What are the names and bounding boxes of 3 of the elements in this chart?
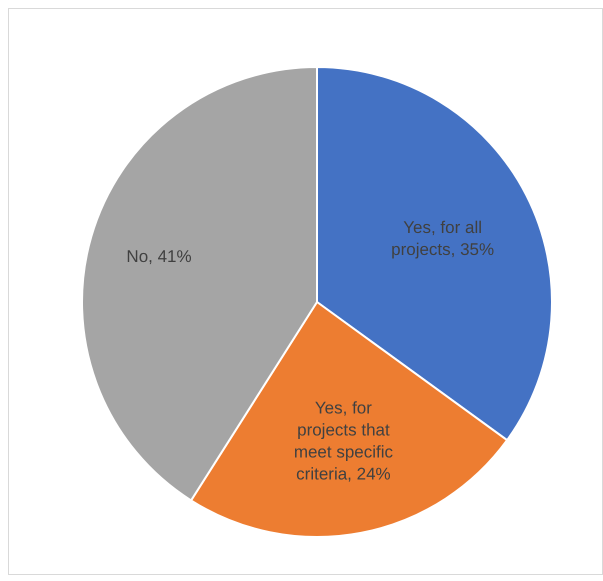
slice-label: Yes, for projects that meet specific criteria, 24% [294,398,394,484]
slice-label: No, 41% [126,246,192,266]
slice-label: Yes, for all projects, 35% [391,217,494,258]
